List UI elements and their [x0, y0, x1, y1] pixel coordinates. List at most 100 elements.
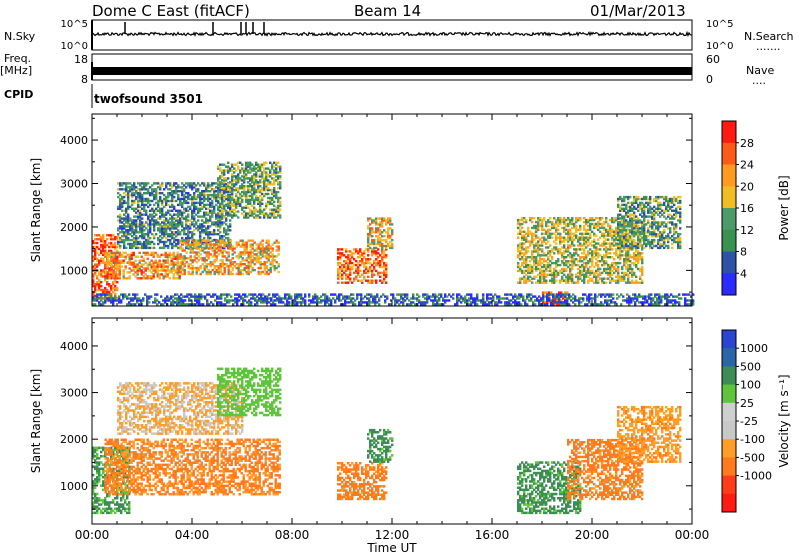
echo-cell: [203, 205, 206, 209]
echo-cell: [119, 182, 122, 185]
echo-cell: [104, 265, 107, 268]
echo-cell: [237, 161, 240, 164]
echo-cell: [159, 229, 162, 232]
echo-cell: [269, 266, 272, 270]
echo-cell: [102, 269, 105, 272]
echo-cell: [391, 233, 394, 236]
echo-cell: [165, 231, 168, 234]
echo-cell: [545, 281, 548, 284]
echo-cell: [211, 184, 214, 187]
echo-cell: [239, 253, 242, 256]
echo-cell: [116, 249, 119, 253]
echo-cell: [249, 171, 252, 174]
echo-cell: [243, 245, 246, 248]
echo-cell: [543, 277, 546, 280]
echo-cell: [100, 236, 103, 239]
echo-cell: [381, 279, 384, 282]
echo-cell: [337, 261, 340, 265]
echo-cell: [102, 261, 105, 264]
echo-cell: [597, 222, 600, 226]
echo-cell: [627, 246, 630, 249]
echo-cell: [521, 246, 524, 249]
echo-cell: [221, 169, 224, 172]
echo-cell: [221, 239, 224, 242]
echo-cell: [217, 268, 220, 272]
echo-cell: [139, 211, 142, 214]
echo-cell: [149, 193, 152, 197]
echo-cell: [361, 261, 364, 265]
echo-cell: [128, 255, 131, 258]
echo-cell: [221, 204, 224, 207]
echo-cell: [169, 233, 172, 236]
echo-cell: [607, 234, 610, 237]
echo-cell: [369, 227, 372, 230]
echo-cell: [127, 217, 130, 220]
echo-cell: [225, 257, 228, 260]
echo-cell: [110, 263, 113, 266]
echo-cell: [213, 193, 216, 197]
echo-cell: [617, 269, 620, 273]
echo-cell: [567, 261, 570, 265]
echo-cell: [237, 263, 240, 266]
echo-cell: [94, 255, 97, 258]
echo-cell: [557, 252, 560, 255]
echo-cell: [607, 263, 610, 267]
echo-cell: [371, 263, 374, 267]
echo-cell: [119, 238, 122, 242]
echo-cell: [277, 183, 280, 186]
echo-cell: [217, 265, 220, 268]
echo-cell: [273, 208, 276, 211]
echo-cell: [647, 219, 650, 222]
echo-cell: [601, 256, 604, 259]
echo-cell: [175, 238, 178, 242]
echo-cell: [106, 281, 109, 284]
echo-cell: [383, 252, 386, 255]
echo-cell: [605, 246, 608, 249]
echo-cell: [251, 245, 254, 248]
echo-cell: [371, 271, 374, 275]
echo-cell: [175, 223, 178, 226]
echo-cell: [379, 231, 382, 234]
echo-cell: [227, 265, 230, 268]
echo-cell: [263, 208, 266, 211]
echo-cell: [147, 188, 150, 191]
echo-cell: [195, 257, 198, 260]
echo-cell: [149, 227, 152, 230]
echo-cell: [621, 250, 624, 253]
echo-cell: [535, 260, 538, 263]
echo-cell: [249, 185, 252, 188]
echo-cell: [341, 273, 344, 276]
echo-cell: [135, 231, 138, 234]
echo-cell: [179, 211, 182, 214]
echo-cell: [245, 259, 248, 262]
echo-cell: [201, 201, 204, 205]
echo-cell: [197, 255, 200, 258]
echo-cell: [631, 248, 634, 251]
echo-cell: [147, 242, 150, 246]
echo-cell: [247, 270, 250, 274]
echo-cell: [170, 253, 173, 257]
echo-cell: [257, 165, 260, 168]
echo-cell: [139, 221, 142, 224]
echo-cell: [607, 277, 610, 280]
echo-cell: [517, 232, 520, 235]
echo-cell: [251, 196, 254, 200]
echo-cell: [549, 228, 552, 232]
echo-cell: [567, 254, 570, 257]
echo-cell: [549, 217, 552, 220]
echo-cell: [227, 187, 230, 190]
echo-cell: [209, 261, 212, 264]
echo-cell: [573, 281, 576, 284]
echo-cell: [154, 271, 157, 274]
echo-cell: [125, 238, 128, 242]
echo-cell: [589, 228, 592, 232]
echo-cell: [163, 188, 166, 191]
echo-cell: [229, 207, 232, 210]
echo-cell: [601, 277, 604, 280]
echo-cell: [165, 229, 168, 232]
echo-cell: [257, 255, 260, 258]
echo-cell: [539, 273, 542, 276]
echo-cell: [267, 181, 270, 184]
echo-cell: [154, 265, 157, 268]
echo-cell: [633, 271, 636, 275]
